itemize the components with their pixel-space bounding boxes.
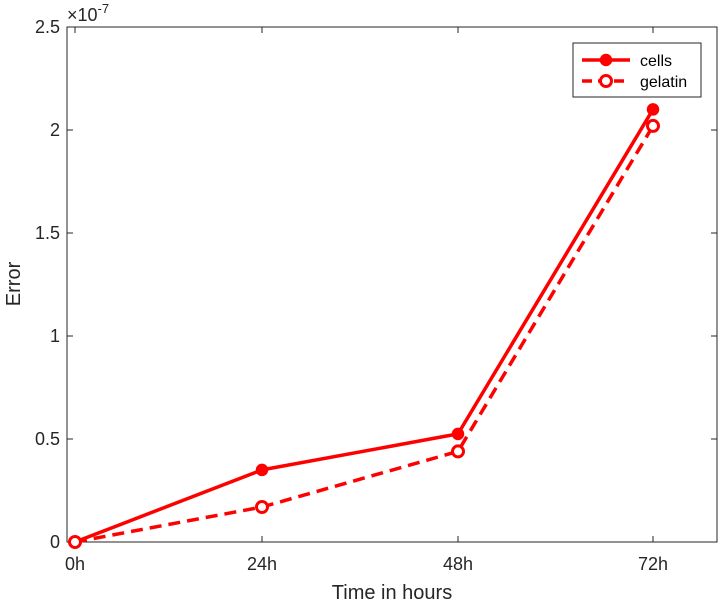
data-point-gelatin [255,500,269,514]
data-point-gelatin [646,118,660,133]
plot-area [66,26,718,543]
x-axis: 0h 24h 48h 72h [65,27,668,574]
y-tick-label: 0 [50,532,60,552]
legend-gelatin-label: gelatin [640,74,687,91]
legend-cells-label: cells [640,53,672,70]
y-exponent-label: ×10-7 [67,1,109,25]
data-point-cells [451,427,465,441]
y-tick-label: 1.5 [35,223,60,243]
x-tick-label: 72h [638,554,668,574]
y-tick-label: 1 [50,326,60,346]
data-point-cells [255,463,269,477]
series-line-cells [74,108,655,544]
y-tick-label: 0.5 [35,429,60,449]
series-line-gelatin [74,125,655,544]
y-axis-title: Error [3,261,25,306]
y-axis: 0 0.5 1 1.5 2 2.5 [35,17,717,552]
data-point-gelatin [68,535,82,549]
x-tick-label: 24h [247,554,277,574]
legend-cells-marker [599,53,613,67]
legend: cells gelatin [572,42,702,98]
legend-gelatin-marker [599,74,613,88]
y-tick-label: 2 [50,120,60,140]
data-point-gelatin [451,444,465,459]
x-tick-label: 0h [65,554,85,574]
y-tick-label: 2.5 [35,17,60,37]
x-tick-label: 48h [443,554,473,574]
series-layer [68,103,660,549]
y-exponent-power: -7 [98,1,110,16]
x-axis-title: Time in hours [332,582,452,602]
legend-box [572,42,702,98]
data-point-cells [646,103,660,116]
